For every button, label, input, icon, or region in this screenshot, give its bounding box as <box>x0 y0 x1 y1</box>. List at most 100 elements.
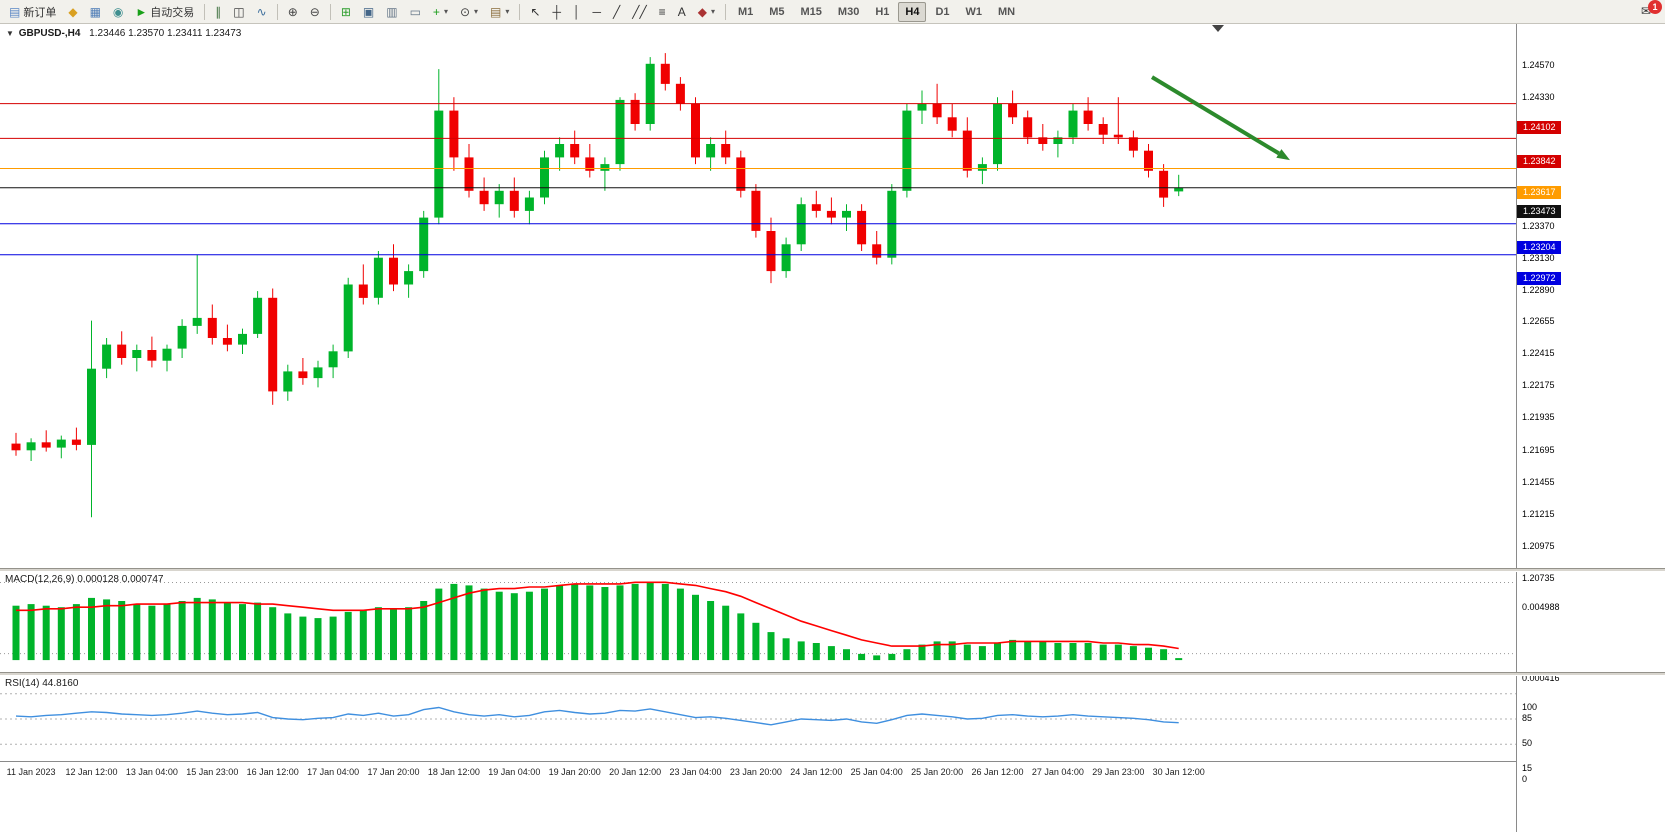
time-tick-label: 17 Jan 04:00 <box>307 767 360 777</box>
macd-histogram-bar <box>541 588 548 661</box>
macd-histogram-bar <box>42 605 50 661</box>
macd-histogram-bar <box>978 646 986 661</box>
candle <box>177 319 187 358</box>
templates-button[interactable]: ▤ ▾ <box>485 2 514 22</box>
price-tick-label: 1.21935 <box>1522 412 1555 423</box>
price-tick-label: 1.22415 <box>1522 348 1555 359</box>
notifications-button[interactable]: ✉ 1 <box>1636 0 1662 21</box>
candle <box>238 328 247 354</box>
toolbar-separator <box>519 3 521 20</box>
timeframe-m1-button[interactable]: M1 <box>731 2 760 22</box>
candle <box>826 197 836 225</box>
periods-button[interactable]: ⊙ ▾ <box>455 2 483 22</box>
macd-histogram-bar <box>586 585 594 661</box>
vertical-line-button[interactable]: │ <box>568 2 586 22</box>
dropdown-caret-icon: ▾ <box>710 7 715 16</box>
arrows-button[interactable]: ◆ ▾ <box>693 2 720 22</box>
trend-arrow-annotation[interactable] <box>1150 75 1280 156</box>
candle <box>509 177 519 218</box>
candlestick-chart-button[interactable]: ◫ <box>228 2 249 22</box>
timeframe-m15-button[interactable]: M15 <box>794 2 829 22</box>
macd-histogram-bar <box>827 646 835 661</box>
text-button[interactable]: A <box>673 2 691 22</box>
candle <box>343 277 353 358</box>
panel-splitter[interactable] <box>0 672 1665 676</box>
fibonacci-button[interactable]: ≡ <box>654 2 671 22</box>
price-tick-label: 1.20975 <box>1522 540 1555 551</box>
time-tick-label: 11 Jan 2023 <box>6 767 56 777</box>
chart-shift-button[interactable]: ▭ <box>405 2 426 22</box>
cursor-button[interactable]: ↖ <box>525 2 545 22</box>
candle <box>600 157 610 191</box>
macd-histogram-bar <box>420 601 428 661</box>
bar-chart-button[interactable]: ∥ <box>210 2 226 22</box>
horizontal-line-button[interactable]: ─ <box>587 2 606 22</box>
profiles-button[interactable]: ◆ <box>63 2 82 22</box>
navigator-button[interactable]: ◉ <box>108 2 128 22</box>
market-watch-button[interactable]: ▦ <box>85 2 106 22</box>
window-list-button[interactable]: ▥ <box>381 2 402 22</box>
timeframe-h1-button[interactable]: H1 <box>868 2 896 22</box>
candle <box>192 255 202 334</box>
candle <box>1023 110 1033 144</box>
macd-histogram-bar <box>873 655 881 661</box>
macd-canvas[interactable] <box>0 572 1516 672</box>
price-axis[interactable]: 1.24570 1.24330 1.23370 1.23130 1.22890 1.226… <box>1516 24 1665 832</box>
candle <box>977 157 987 185</box>
macd-histogram-bar <box>646 582 654 661</box>
candle <box>675 77 685 111</box>
candle <box>570 130 580 165</box>
zoom-in-button[interactable]: ⊕ <box>283 2 303 22</box>
one-click-trading-toggle-icon[interactable]: ▼ <box>6 29 14 38</box>
macd-histogram-bar <box>72 604 80 661</box>
candle <box>811 190 821 218</box>
candle <box>766 217 776 284</box>
new-chart-button[interactable]: ▣ <box>358 2 379 22</box>
timeframe-m30-button[interactable]: M30 <box>831 2 866 22</box>
rsi-canvas[interactable] <box>0 676 1516 761</box>
macd-histogram-bar <box>722 605 730 661</box>
macd-histogram-bar <box>12 605 20 661</box>
channel-icon: ╱╱ <box>632 4 647 19</box>
new-order-button[interactable]: ▤ 新订单 <box>4 2 61 22</box>
tile-windows-button[interactable]: ⊞ <box>336 2 356 22</box>
time-tick-label: 23 Jan 20:00 <box>729 767 782 777</box>
envelope-icon: ✉ <box>1640 4 1651 18</box>
channel-button[interactable]: ╱╱ <box>627 2 651 22</box>
candle <box>1098 117 1108 144</box>
price-tick-label: 1.21695 <box>1522 444 1555 455</box>
crosshair-button[interactable]: ┼ <box>547 2 566 22</box>
time-axis[interactable]: 11 Jan 2023 12 Jan 12:00 13 Jan 04:00 15 Ja… <box>0 761 1516 784</box>
timeframe-h4-button[interactable]: H4 <box>898 1 927 22</box>
toolbar-separator <box>329 3 331 20</box>
time-tick-label: 25 Jan 04:00 <box>850 767 903 777</box>
candle <box>102 338 112 379</box>
main-chart-canvas[interactable] <box>0 24 1516 568</box>
cursor-icon: ↖ <box>530 4 541 19</box>
candle <box>87 320 96 518</box>
line-chart-button[interactable]: ∿ <box>252 2 272 22</box>
trendline-button[interactable]: ╱ <box>608 2 625 22</box>
chart-shift-marker[interactable] <box>1212 25 1224 32</box>
indicators-button[interactable]: + ▾ <box>428 2 453 22</box>
rsi-line <box>15 706 1179 726</box>
candle <box>434 69 444 225</box>
timeframe-w1-button[interactable]: W1 <box>959 2 990 22</box>
candle <box>555 137 565 171</box>
zoom-out-button[interactable]: ⊖ <box>305 2 325 22</box>
macd-histogram-bar <box>223 602 231 661</box>
macd-histogram-bar <box>1099 644 1107 661</box>
timeframe-d1-button[interactable]: D1 <box>928 2 956 22</box>
macd-histogram-bar <box>254 602 262 661</box>
macd-histogram-bar <box>1160 649 1168 661</box>
autotrading-button[interactable]: ► 自动交易 <box>130 2 199 22</box>
timeframe-m5-button[interactable]: M5 <box>762 2 791 22</box>
candle <box>947 103 957 138</box>
candle <box>1038 124 1048 151</box>
dropdown-caret-icon: ▾ <box>505 7 510 16</box>
candle <box>660 53 670 91</box>
panel-splitter[interactable] <box>0 568 1665 572</box>
timeframe-mn-button[interactable]: MN <box>991 2 1022 22</box>
macd-histogram-bar <box>1145 647 1152 661</box>
candle <box>962 117 972 178</box>
